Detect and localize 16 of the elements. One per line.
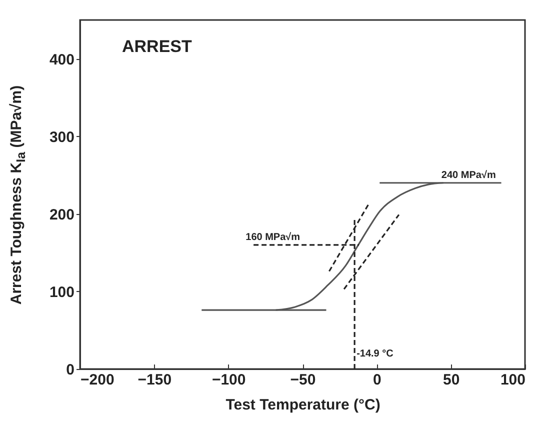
x-tick-label: 0 [372,372,382,388]
x-tick-label: −200 [80,372,114,388]
y-tick-label: 400 [49,51,74,68]
annotation: 240 MPa√m [441,170,496,181]
y-tick-label: 300 [49,128,74,146]
y-tick-label: 200 [49,206,74,224]
x-axis-title: Test Temperature (°C) [226,396,380,414]
x-tick-label: −150 [138,372,172,388]
annotation: -14.9 °C [356,348,394,360]
x-tick-label: −50 [290,372,316,388]
x-tick-label: −100 [212,372,246,388]
annotation: ARREST [122,37,193,56]
x-tick-label: 50 [442,372,460,388]
y-tick-label: 100 [49,284,74,301]
annotation: 160 MPa√m [246,232,300,243]
x-tick-label: 100 [500,372,526,388]
